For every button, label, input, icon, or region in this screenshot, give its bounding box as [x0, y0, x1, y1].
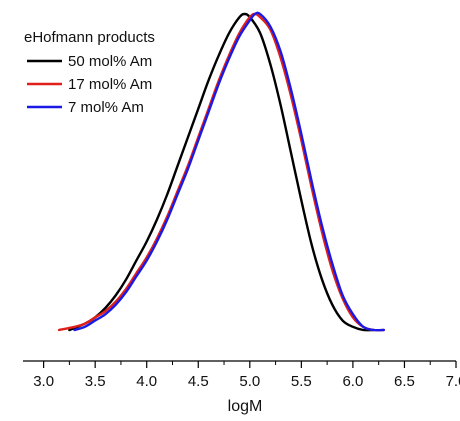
legend-label: 17 mol% Am — [68, 76, 152, 93]
series-line-17-mol-am — [57, 12, 386, 332]
legend-title: eHofmann products — [24, 29, 155, 46]
x-tick-label: 6.5 — [394, 373, 415, 390]
legend-label: 50 mol% Am — [68, 53, 152, 70]
x-tick-label: 3.5 — [85, 373, 106, 390]
x-tick-label: 4.5 — [188, 373, 209, 390]
legend: eHofmann products 50 mol% Am 17 mol% Am 7 … — [24, 29, 155, 116]
x-tick-label: 5.5 — [291, 373, 312, 390]
legend-label: 7 mol% Am — [68, 99, 144, 116]
x-tick-label: 7.0 — [446, 373, 460, 390]
legend-item: 50 mol% Am — [27, 53, 152, 70]
legend-items: 50 mol% Am 17 mol% Am 7 mol% Am — [27, 53, 152, 116]
legend-item: 17 mol% Am — [27, 76, 152, 93]
x-axis-title: logM — [228, 398, 263, 415]
x-axis-ticks: 3.0 3.5 4.0 4.5 5.0 5.5 6.0 6.5 7.0 — [33, 361, 460, 390]
x-tick-label: 5.0 — [239, 373, 260, 390]
series-line-50-mol-am — [68, 12, 375, 332]
legend-item: 7 mol% Am — [27, 99, 144, 116]
x-tick-label: 3.0 — [33, 373, 54, 390]
x-tick-label: 4.0 — [136, 373, 157, 390]
x-tick-label: 6.0 — [342, 373, 363, 390]
series-line-7-mol-am — [73, 11, 386, 332]
series-lines — [57, 11, 386, 332]
